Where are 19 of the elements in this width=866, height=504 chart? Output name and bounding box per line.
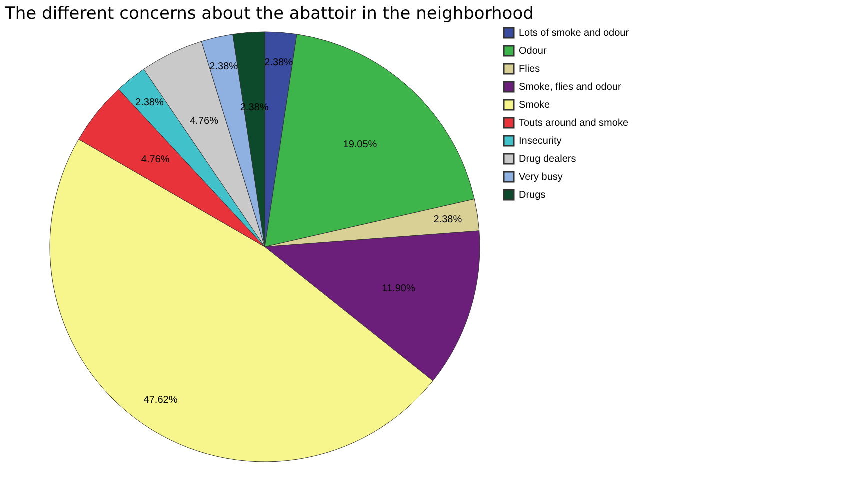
data-label: 2.38% <box>136 97 164 108</box>
legend-label: Very busy <box>519 172 563 183</box>
data-label: 4.76% <box>190 116 219 127</box>
legend-label: Insecurity <box>519 136 562 147</box>
chart-title: The different concerns about the abattoir in the neighborhood <box>4 4 534 24</box>
legend-label: Drugs <box>519 190 546 201</box>
data-label: 4.76% <box>141 154 170 166</box>
data-label: 19.05% <box>343 139 378 150</box>
legend-label: Smoke, flies and odour <box>519 82 622 93</box>
legend-label: Flies <box>519 64 540 75</box>
legend-label: Odour <box>519 46 548 57</box>
legend-label: Drug dealers <box>519 154 576 165</box>
legend-label: Lots of smoke and odour <box>519 28 630 39</box>
data-label: 2.38% <box>210 62 238 73</box>
legend-label: Smoke <box>519 100 551 111</box>
data-label: 47.62% <box>144 394 178 406</box>
data-label: 2.38% <box>434 214 462 226</box>
data-label: 11.90% <box>382 283 416 294</box>
legend-label: Touts around and smoke <box>519 118 629 129</box>
